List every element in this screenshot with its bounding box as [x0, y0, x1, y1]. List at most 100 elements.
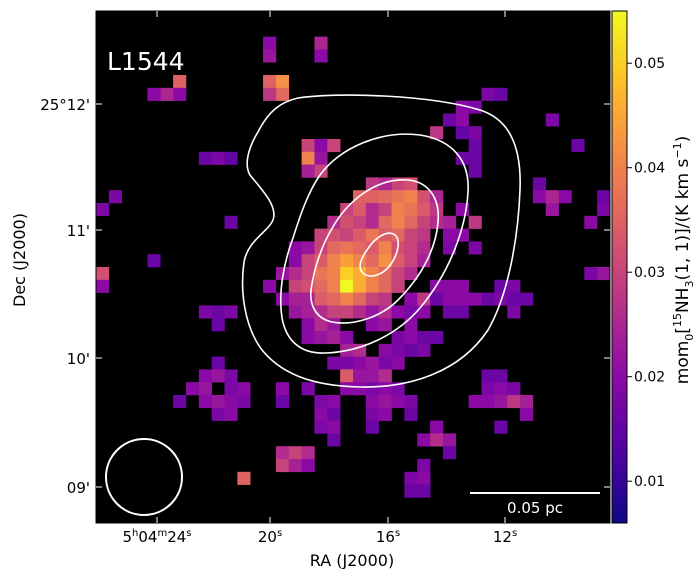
pixel-215 — [378, 369, 392, 383]
pixel-94 — [340, 241, 354, 255]
pixel-56 — [353, 203, 367, 217]
pixel-262 — [327, 433, 341, 447]
pixel-226 — [365, 382, 379, 396]
pixel-4 — [173, 75, 187, 89]
pixel-213 — [353, 369, 367, 383]
pixel-137 — [353, 279, 367, 293]
pixel-28 — [314, 151, 328, 165]
pixel-120 — [301, 267, 315, 281]
pixel-227 — [378, 382, 392, 396]
pixel-275 — [404, 471, 418, 485]
colorbar-tick-label-1: 0.02 — [634, 370, 665, 386]
pixel-58 — [378, 203, 392, 217]
pixel-17 — [442, 113, 457, 127]
pixel-57 — [365, 203, 379, 217]
pixel-203 — [365, 356, 379, 370]
colorbar-tick-label-0: 0.01 — [634, 474, 665, 490]
pixel-184 — [365, 318, 379, 332]
pixel-46 — [404, 190, 418, 204]
pixel-152 — [314, 292, 328, 306]
pixel-36 — [468, 164, 482, 178]
pixel-122 — [327, 267, 341, 281]
pixel-143 — [455, 292, 469, 306]
pixel-101 — [442, 241, 457, 255]
pixel-117 — [584, 267, 598, 281]
pixel-219 — [198, 382, 212, 396]
pixel-33 — [468, 151, 482, 165]
pixel-253 — [365, 407, 379, 421]
pixel-59 — [391, 203, 405, 217]
pixel-22 — [468, 139, 482, 153]
pixel-180 — [507, 305, 521, 319]
pixel-216 — [481, 369, 495, 383]
pixel-267 — [288, 446, 302, 460]
pixel-233 — [198, 395, 212, 409]
pixel-54 — [597, 190, 610, 204]
pixel-214 — [365, 369, 379, 383]
pixel-245 — [481, 395, 495, 409]
pixel-116 — [597, 267, 610, 281]
contour-level-2 — [279, 133, 469, 354]
pixel-14 — [455, 100, 469, 114]
pixel-177 — [417, 305, 431, 319]
pixel-129 — [96, 279, 110, 293]
pixel-23 — [571, 139, 585, 153]
pixel-110 — [378, 254, 392, 268]
pixel-223 — [301, 382, 315, 396]
pixel-45 — [391, 190, 405, 204]
pixel-187 — [211, 318, 225, 332]
pixel-239 — [327, 395, 341, 409]
pixel-63 — [545, 190, 559, 204]
pixel-16 — [545, 113, 559, 127]
pixel-82 — [353, 228, 367, 242]
pixel-235 — [224, 395, 238, 409]
pixel-158 — [404, 292, 418, 306]
pixel-34 — [314, 164, 328, 178]
contour-level-3 — [310, 179, 440, 324]
pixel-217 — [494, 369, 508, 383]
pixel-157 — [378, 292, 392, 306]
pixel-71 — [340, 215, 354, 229]
pixel-269 — [442, 446, 457, 460]
pixel-201 — [378, 343, 392, 357]
pixel-179 — [455, 305, 469, 319]
pixel-20 — [455, 126, 469, 140]
pixel-236 — [237, 395, 251, 409]
pixel-271 — [288, 459, 302, 473]
pixel-172 — [353, 305, 367, 319]
pixel-278 — [417, 484, 431, 498]
pixel-24 — [301, 139, 315, 153]
pixel-104 — [301, 254, 315, 268]
pixel-170 — [327, 305, 341, 319]
pixel-252 — [327, 407, 341, 421]
pixel-74 — [378, 215, 392, 229]
pixel-182 — [314, 318, 328, 332]
pixel-265 — [442, 433, 457, 447]
pixel-124 — [353, 267, 367, 281]
pixel-13 — [494, 87, 508, 101]
pixel-274 — [237, 471, 251, 485]
pixel-258 — [327, 420, 341, 434]
pixel-249 — [211, 407, 225, 421]
pixel-225 — [353, 382, 367, 396]
pixel-259 — [365, 420, 379, 434]
pixel-202 — [353, 356, 367, 370]
pixel-121 — [314, 267, 328, 281]
scale-bar-label: 0.05 pc — [507, 499, 563, 517]
pixel-67 — [442, 215, 457, 229]
contour-level-1 — [241, 94, 521, 388]
pixel-80 — [327, 228, 341, 242]
pixel-88 — [442, 228, 457, 242]
pixel-44 — [378, 190, 392, 204]
pixel-87 — [417, 228, 431, 242]
pixel-43 — [365, 190, 379, 204]
pixel-52 — [545, 203, 559, 217]
pixel-66 — [224, 215, 238, 229]
pixel-156 — [365, 292, 379, 306]
pixel-244 — [468, 395, 482, 409]
pixel-199 — [404, 343, 418, 357]
pixel-130 — [455, 279, 469, 293]
pixel-40 — [365, 177, 379, 191]
pixel-230 — [494, 382, 508, 396]
